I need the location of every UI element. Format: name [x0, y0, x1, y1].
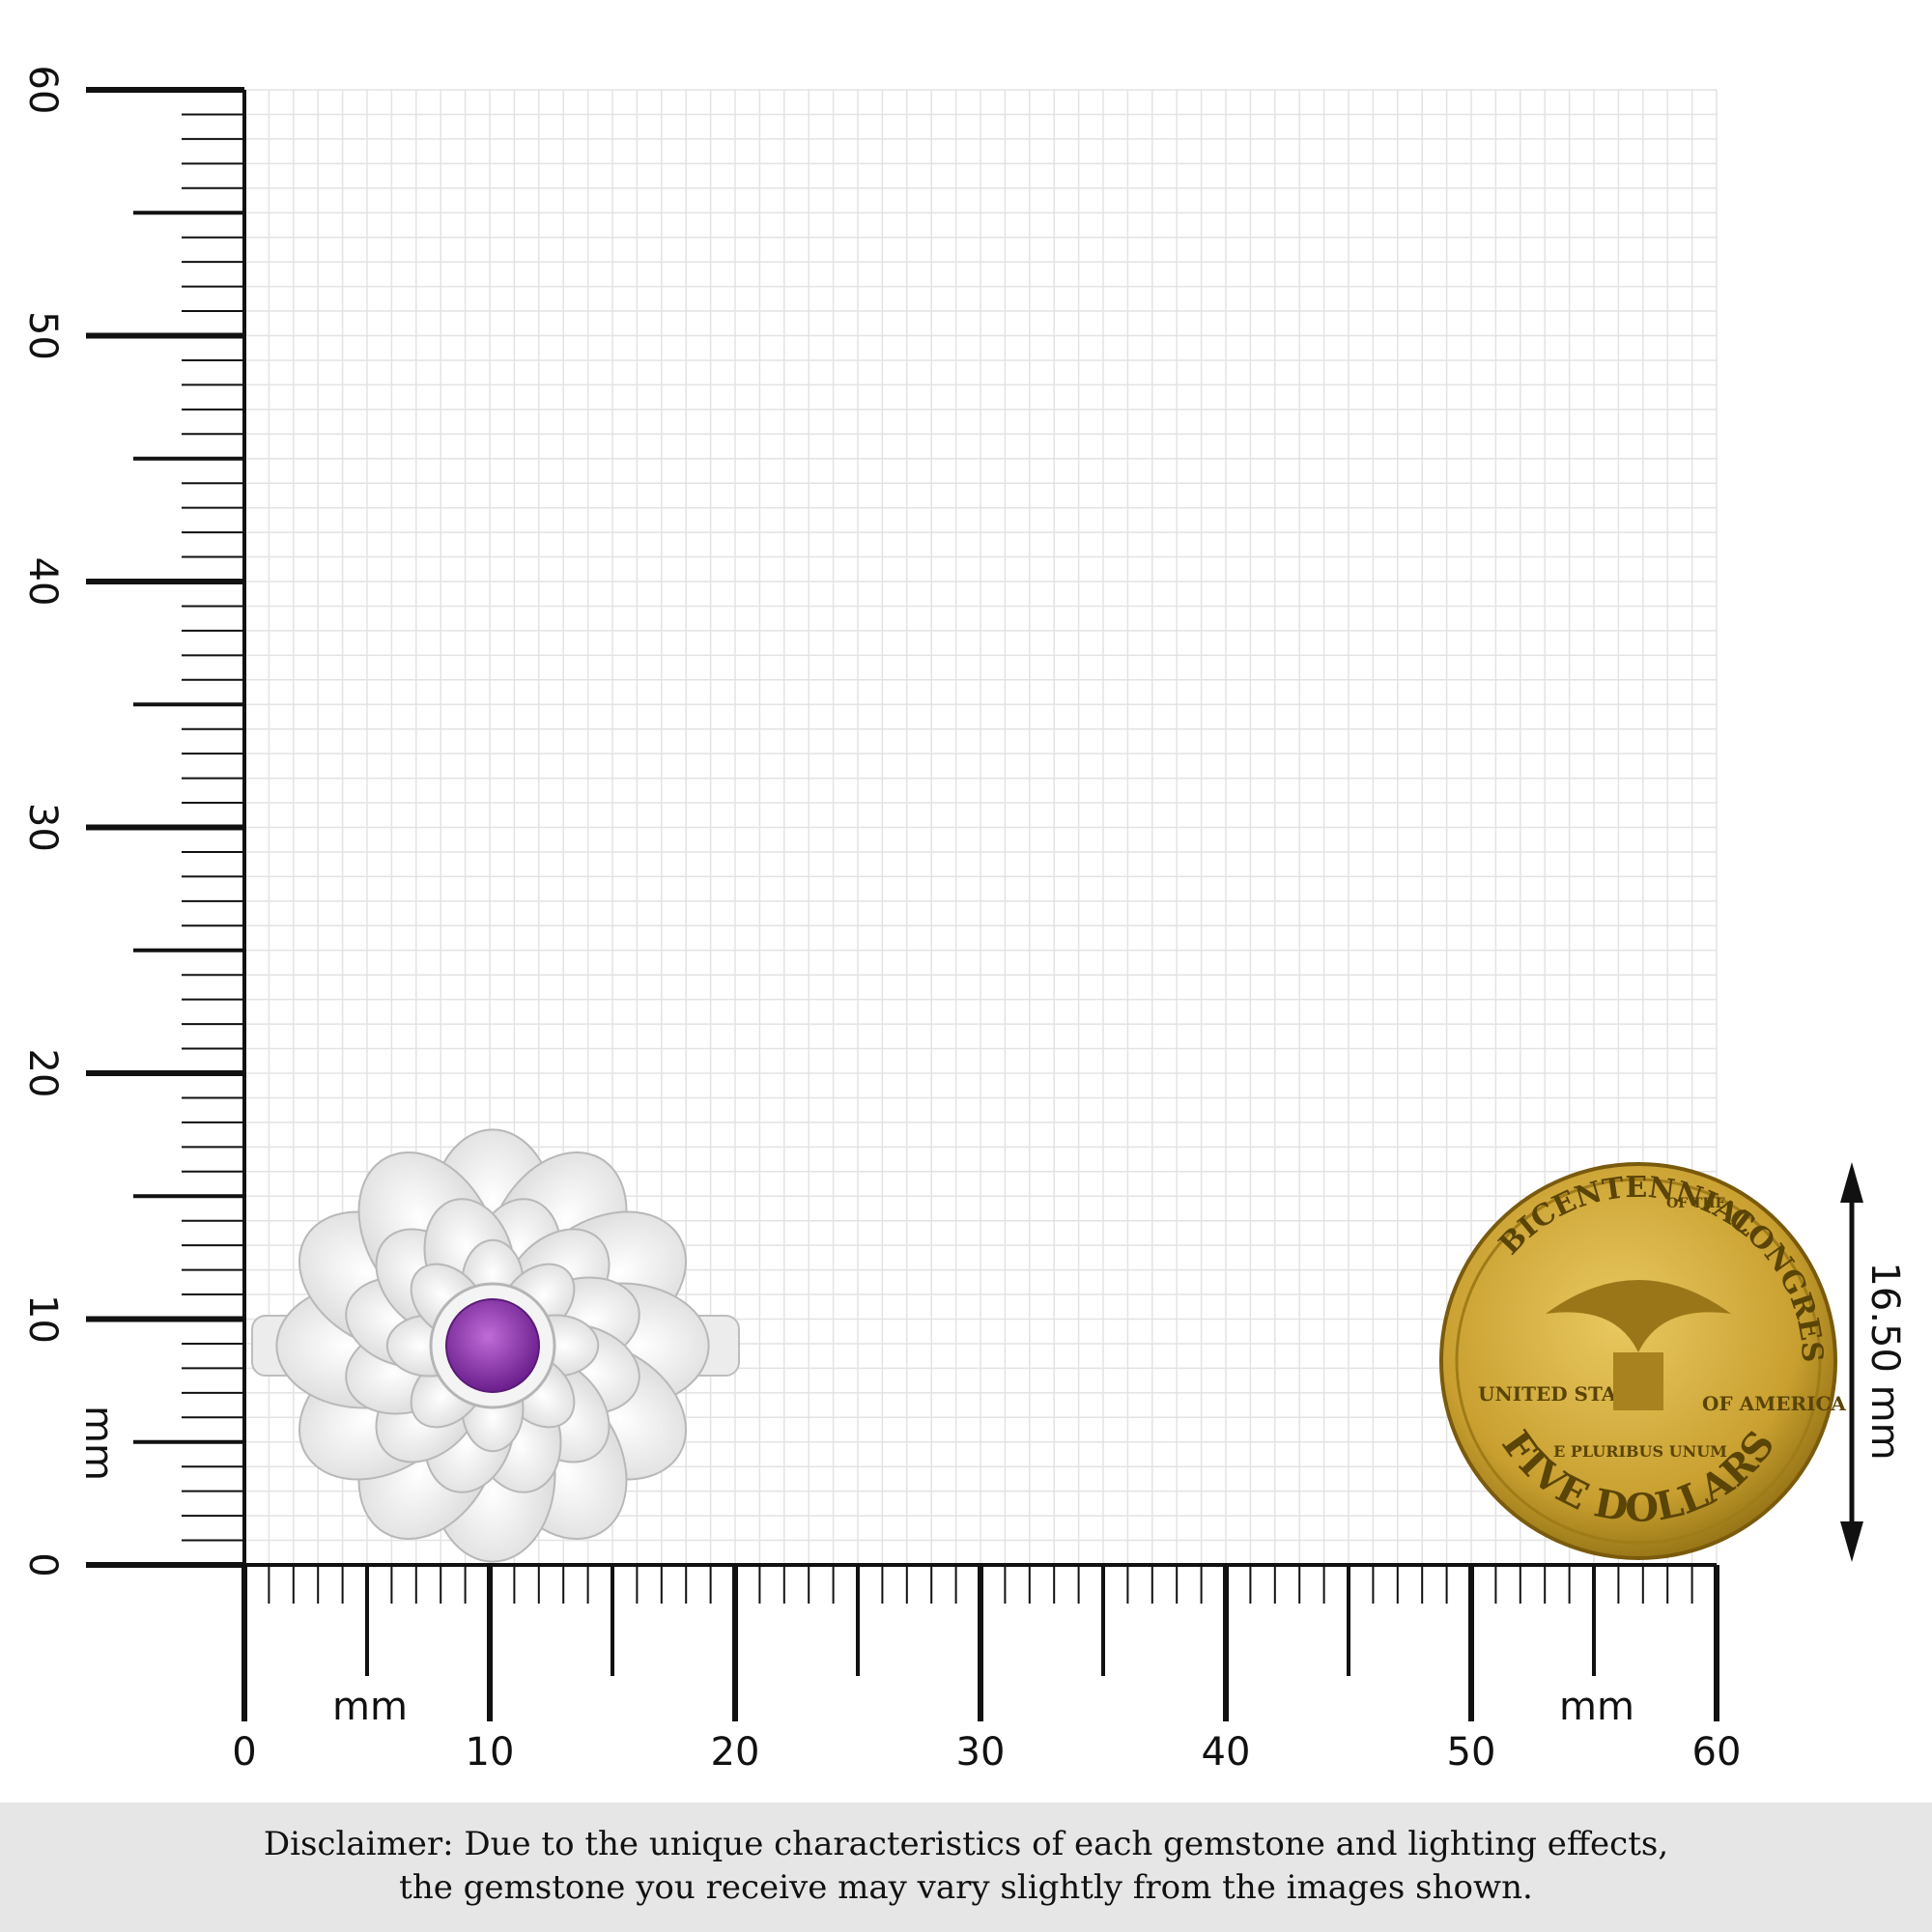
ruler-label: 40: [1202, 1730, 1251, 1775]
ruler-label: 60: [20, 66, 65, 115]
ruler-label: 0: [20, 1552, 65, 1577]
coin-text: CONGRESS: [0, 0, 1829, 1363]
disclaimer-text: Disclaimer: Due to the unique characteri…: [264, 1825, 1668, 1863]
unit-label: mm: [76, 1406, 121, 1481]
dimension-arrow: [1840, 1162, 1863, 1562]
ruler-label: 50: [20, 311, 65, 360]
ruler-label: 20: [711, 1730, 760, 1775]
coin-text: CONGRESS: [0, 0, 1829, 1363]
unit-label: mm: [1559, 1685, 1634, 1729]
ruler-label: 20: [20, 1049, 65, 1098]
ring-image: [251, 1128, 740, 1563]
dimension-label: 16.50 mm: [1862, 1262, 1907, 1460]
ruler-label: 50: [1447, 1730, 1496, 1775]
grid: [243, 89, 1718, 1566]
coin-text: OF AMERICA: [1702, 1392, 1846, 1415]
rulers: 0 10 20 30 40 50 60 mm 0 10 20 30 40 50 60 mm mm: [20, 66, 1741, 1775]
coin-text: E PLURIBUS UNUM: [1553, 1442, 1727, 1461]
disclaimer-text: the gemstone you receive may vary slight…: [399, 1868, 1533, 1907]
ruler-label: 40: [20, 557, 65, 607]
ruler-label: 60: [1692, 1730, 1742, 1775]
ruler-label: 0: [232, 1730, 256, 1775]
ruler-label: 30: [956, 1730, 1006, 1775]
unit-label: mm: [332, 1685, 408, 1729]
ruler-label: 10: [466, 1730, 515, 1775]
coin-text: OF THE: [1666, 1196, 1725, 1211]
ruler-label: 30: [20, 803, 65, 852]
ruler-label: 10: [20, 1294, 65, 1344]
disclaimer-band: [0, 1803, 1932, 1932]
